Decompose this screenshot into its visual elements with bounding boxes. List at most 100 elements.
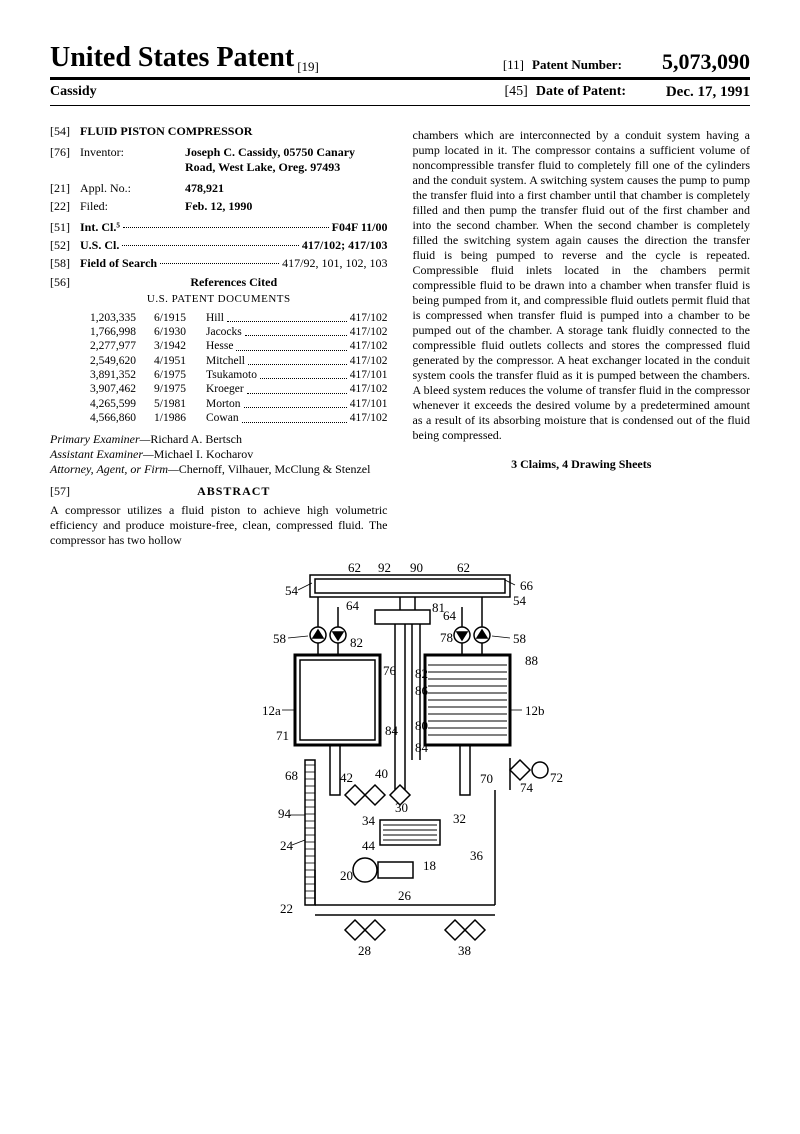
bracket-76: [76] bbox=[50, 145, 80, 175]
ref-26: 26 bbox=[398, 888, 412, 903]
firm-value: Chernoff, Vilhauer, McClung & Stenzel bbox=[179, 462, 371, 476]
ref-date: 6/1915 bbox=[154, 311, 200, 325]
ref-71: 71 bbox=[276, 728, 289, 743]
uscl-value: 417/102; 417/103 bbox=[302, 238, 388, 253]
reference-row: 4,566,8601/1986Cowan417/102 bbox=[90, 411, 388, 425]
field-22: [22] Filed: Feb. 12, 1990 bbox=[50, 199, 388, 214]
ref-30: 30 bbox=[395, 800, 408, 815]
right-column: chambers which are interconnected by a c… bbox=[413, 124, 751, 548]
ref-class: 417/101 bbox=[350, 397, 388, 411]
header-left: United States Patent [19] bbox=[50, 40, 319, 75]
ref-class: 417/102 bbox=[350, 411, 388, 425]
ref-class: 417/102 bbox=[350, 311, 388, 325]
patent-header-second: Cassidy [45] Date of Patent: Dec. 17, 19… bbox=[50, 80, 750, 106]
applno-label: Appl. No.: bbox=[80, 181, 185, 196]
intcl-value: F04F 11/00 bbox=[332, 220, 388, 235]
content-columns: [54] FLUID PISTON COMPRESSOR [76] Invent… bbox=[50, 124, 750, 548]
ref-62b: 62 bbox=[457, 560, 470, 575]
ref-82a: 82 bbox=[350, 635, 363, 650]
ref-date: 5/1981 bbox=[154, 397, 200, 411]
ref-12a: 12a bbox=[262, 703, 281, 718]
ref-76: 76 bbox=[383, 663, 397, 678]
ref-64b: 64 bbox=[443, 608, 457, 623]
patent-figure: 54 62 92 90 62 66 54 64 81 64 58 82 78 5… bbox=[50, 560, 750, 974]
ref-58b: 58 bbox=[513, 631, 526, 646]
ref-date: 9/1975 bbox=[154, 382, 200, 396]
ref-18: 18 bbox=[423, 858, 436, 873]
patent-title: United States Patent bbox=[50, 42, 294, 73]
field-76: [76] Inventor: Joseph C. Cassidy, 05750 … bbox=[50, 145, 388, 175]
ref-94: 94 bbox=[278, 806, 292, 821]
filed-value: Feb. 12, 1990 bbox=[185, 199, 388, 214]
ref-class: 417/102 bbox=[350, 325, 388, 339]
ref-22: 22 bbox=[280, 901, 293, 916]
ref-72: 72 bbox=[550, 770, 563, 785]
field-54: [54] FLUID PISTON COMPRESSOR bbox=[50, 124, 388, 139]
ref-number: 3,907,462 bbox=[90, 382, 148, 396]
ref-class: 417/101 bbox=[350, 368, 388, 382]
abstract-heading: ABSTRACT bbox=[80, 484, 388, 499]
ref-number: 1,766,998 bbox=[90, 325, 148, 339]
assistant-examiner-label: Assistant Examiner— bbox=[50, 447, 154, 461]
ref-54b: 54 bbox=[513, 593, 527, 608]
code-11: [11] bbox=[503, 57, 524, 73]
ref-38: 38 bbox=[458, 943, 471, 958]
abstract-header: [57] ABSTRACT bbox=[50, 484, 388, 499]
ref-40: 40 bbox=[375, 766, 388, 781]
ref-66: 66 bbox=[520, 578, 534, 593]
code-19: [19] bbox=[297, 59, 319, 74]
patent-number: 5,073,090 bbox=[662, 48, 750, 76]
ref-62a: 62 bbox=[348, 560, 361, 575]
ref-28: 28 bbox=[358, 943, 371, 958]
primary-examiner: Richard A. Bertsch bbox=[150, 432, 242, 446]
ref-date: 3/1942 bbox=[154, 339, 200, 353]
ref-54a: 54 bbox=[285, 583, 299, 598]
ref-88: 88 bbox=[525, 653, 538, 668]
field-51: [51] Int. Cl.⁵ F04F 11/00 bbox=[50, 220, 388, 235]
bracket-58: [58] bbox=[50, 256, 80, 271]
ref-86: 86 bbox=[415, 683, 429, 698]
ref-class: 417/102 bbox=[350, 382, 388, 396]
ref-class: 417/102 bbox=[350, 339, 388, 353]
refs-heading: References Cited bbox=[80, 275, 388, 290]
ref-number: 1,203,335 bbox=[90, 311, 148, 325]
field-58: [58] Field of Search 417/92, 101, 102, 1… bbox=[50, 256, 388, 271]
invention-title: FLUID PISTON COMPRESSOR bbox=[80, 124, 252, 139]
ref-class: 417/102 bbox=[350, 354, 388, 368]
ref-number: 2,549,620 bbox=[90, 354, 148, 368]
primary-examiner-label: Primary Examiner— bbox=[50, 432, 150, 446]
patent-number-label: Patent Number: bbox=[532, 57, 654, 73]
leader-dots bbox=[260, 365, 347, 379]
ref-number: 2,277,977 bbox=[90, 339, 148, 353]
ref-24: 24 bbox=[280, 838, 294, 853]
ref-58a: 58 bbox=[273, 631, 286, 646]
field-21: [21] Appl. No.: 478,921 bbox=[50, 181, 388, 196]
bracket-54: [54] bbox=[50, 124, 80, 139]
field-52: [52] U.S. Cl. 417/102; 417/103 bbox=[50, 238, 388, 253]
patent-date: Dec. 17, 1991 bbox=[666, 83, 750, 102]
ref-name: Kroeger bbox=[206, 382, 244, 396]
ref-82b: 82 bbox=[415, 666, 428, 681]
ref-84b: 84 bbox=[415, 740, 429, 755]
ref-number: 4,265,599 bbox=[90, 397, 148, 411]
ref-80: 80 bbox=[415, 718, 428, 733]
code-45: [45] bbox=[505, 83, 528, 102]
leader-dots bbox=[248, 351, 347, 365]
ref-name: Hesse bbox=[206, 339, 233, 353]
leader-dots bbox=[236, 336, 346, 350]
ref-number: 3,891,352 bbox=[90, 368, 148, 382]
assistant-examiner: Michael I. Kocharov bbox=[154, 447, 254, 461]
refs-subheading: U.S. PATENT DOCUMENTS bbox=[50, 293, 388, 307]
ref-date: 1/1986 bbox=[154, 411, 200, 425]
leader-dots bbox=[227, 308, 347, 322]
leader-dots bbox=[244, 394, 347, 408]
inventor-label: Inventor: bbox=[80, 145, 185, 175]
intcl-label: Int. Cl.⁵ bbox=[80, 220, 120, 235]
ref-64a: 64 bbox=[346, 598, 360, 613]
ref-32: 32 bbox=[453, 811, 466, 826]
firm-label: Attorney, Agent, or Firm— bbox=[50, 462, 179, 476]
patent-header-top: United States Patent [19] [11] Patent Nu… bbox=[50, 40, 750, 80]
bracket-22: [22] bbox=[50, 199, 80, 214]
ref-date: 4/1951 bbox=[154, 354, 200, 368]
bracket-56: [56] bbox=[50, 275, 80, 290]
